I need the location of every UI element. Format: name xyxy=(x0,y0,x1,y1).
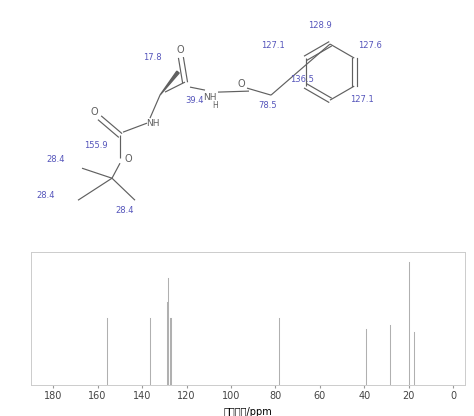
Text: 127.6: 127.6 xyxy=(358,41,382,50)
Text: 39.4: 39.4 xyxy=(185,96,203,105)
Text: NH: NH xyxy=(146,119,160,128)
Polygon shape xyxy=(160,71,179,95)
Text: O: O xyxy=(124,154,132,164)
X-axis label: 化学位移/ppm: 化学位移/ppm xyxy=(223,406,272,416)
Text: 78.5: 78.5 xyxy=(259,101,277,110)
Text: 28.4: 28.4 xyxy=(116,206,134,215)
Text: 127.1: 127.1 xyxy=(350,95,374,104)
Text: O: O xyxy=(237,79,245,89)
Text: 17.8: 17.8 xyxy=(143,53,161,62)
Text: 128.9: 128.9 xyxy=(308,21,332,30)
Text: O: O xyxy=(90,107,98,117)
Text: O: O xyxy=(176,45,184,55)
Text: NH: NH xyxy=(203,93,217,102)
Text: 136.5: 136.5 xyxy=(290,75,314,84)
Text: 127.1: 127.1 xyxy=(261,41,285,50)
Text: 28.4: 28.4 xyxy=(46,155,65,164)
Text: 155.9: 155.9 xyxy=(84,141,108,150)
Text: H: H xyxy=(212,101,218,110)
Text: 28.4: 28.4 xyxy=(36,191,55,200)
